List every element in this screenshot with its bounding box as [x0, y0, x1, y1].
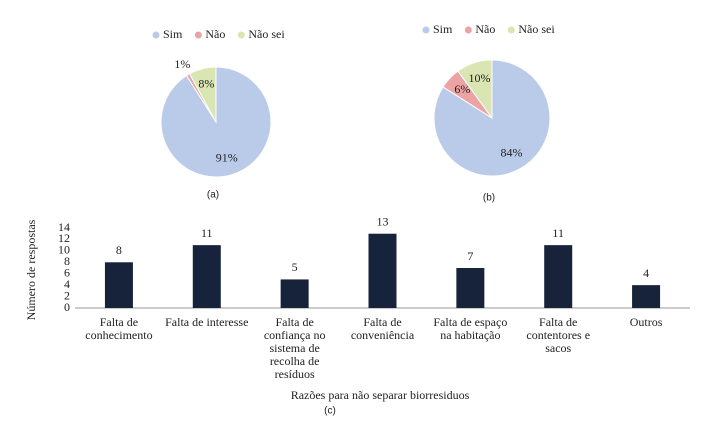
bar	[104, 262, 133, 308]
slice-label: 84%	[501, 145, 523, 159]
bar	[632, 285, 661, 308]
legend-label: Sim	[433, 22, 453, 36]
y-tick-label: 6	[64, 265, 70, 279]
x-tick-label-box: Falta de confiança no sistema de recolha…	[263, 316, 326, 381]
x-tick-label: Falta de contentores e sacos	[526, 316, 591, 355]
data-label: 5	[292, 260, 298, 274]
slice-label: 8%	[198, 76, 214, 90]
y-tick-label: 2	[64, 288, 70, 302]
x-tick-label-box: Falta de conhecimento	[85, 316, 153, 342]
y-tick-label: 4	[64, 277, 70, 291]
bar	[544, 245, 573, 308]
data-label: 13	[377, 214, 389, 228]
slice-label: 10%	[468, 71, 490, 85]
legend-marker	[194, 31, 202, 39]
legend-marker	[507, 26, 515, 34]
x-tick-label: Falta de confiança no sistema de recolha…	[263, 316, 326, 381]
y-tick-label: 0	[64, 300, 70, 314]
x-tick-label: Falta de conhecimento	[85, 316, 153, 342]
legend-marker	[152, 31, 160, 39]
x-axis-label: Razões para não separar biorresiduos	[291, 388, 470, 402]
x-tick-label-box: Falta de contentores e sacos	[526, 316, 591, 355]
x-tick-label: Falta de espaço na habitação	[433, 316, 508, 342]
legend-label: Não sei	[248, 27, 285, 41]
x-tick-label-box: Falta de espaço na habitação	[433, 316, 508, 342]
bar	[192, 245, 221, 308]
panel-caption: (b)	[483, 193, 495, 204]
bar	[280, 279, 309, 308]
data-label: 8	[116, 243, 122, 257]
x-tick-label: Falta de conveniência	[350, 316, 415, 342]
panel-caption: (c)	[324, 406, 336, 417]
legend-label: Não	[475, 22, 495, 36]
legend-marker	[422, 26, 430, 34]
legend-marker	[464, 26, 472, 34]
legend-label: Não	[205, 27, 225, 41]
legend-label: Não sei	[518, 22, 555, 36]
data-label: 11	[201, 226, 213, 240]
slice-label: 91%	[216, 151, 238, 165]
bar	[368, 233, 397, 308]
y-tick-label: 14	[58, 220, 70, 234]
x-tick-label-box: Outros	[629, 316, 663, 329]
x-tick-label: Falta de interesse	[165, 316, 249, 329]
legend-marker	[237, 31, 245, 39]
data-label: 11	[552, 226, 564, 240]
y-axis-label: Número de respostas	[24, 219, 38, 320]
x-tick-label: Outros	[629, 316, 663, 329]
y-tick-label: 10	[58, 243, 70, 257]
pie-slice	[457, 59, 493, 120]
x-tick-label-box: Falta de interesse	[165, 316, 249, 329]
slice-label: 1%	[174, 57, 190, 71]
legend-label: Sim	[163, 27, 183, 41]
pie-slice	[188, 66, 217, 123]
bar	[456, 268, 485, 308]
x-tick-label-box: Falta de conveniência	[350, 316, 415, 342]
y-tick-label: 12	[58, 231, 70, 245]
y-tick-label: 8	[64, 254, 70, 268]
data-label: 7	[467, 249, 473, 263]
data-label: 4	[643, 266, 649, 280]
slice-label: 6%	[454, 82, 470, 96]
panel-caption: (a)	[207, 190, 219, 201]
